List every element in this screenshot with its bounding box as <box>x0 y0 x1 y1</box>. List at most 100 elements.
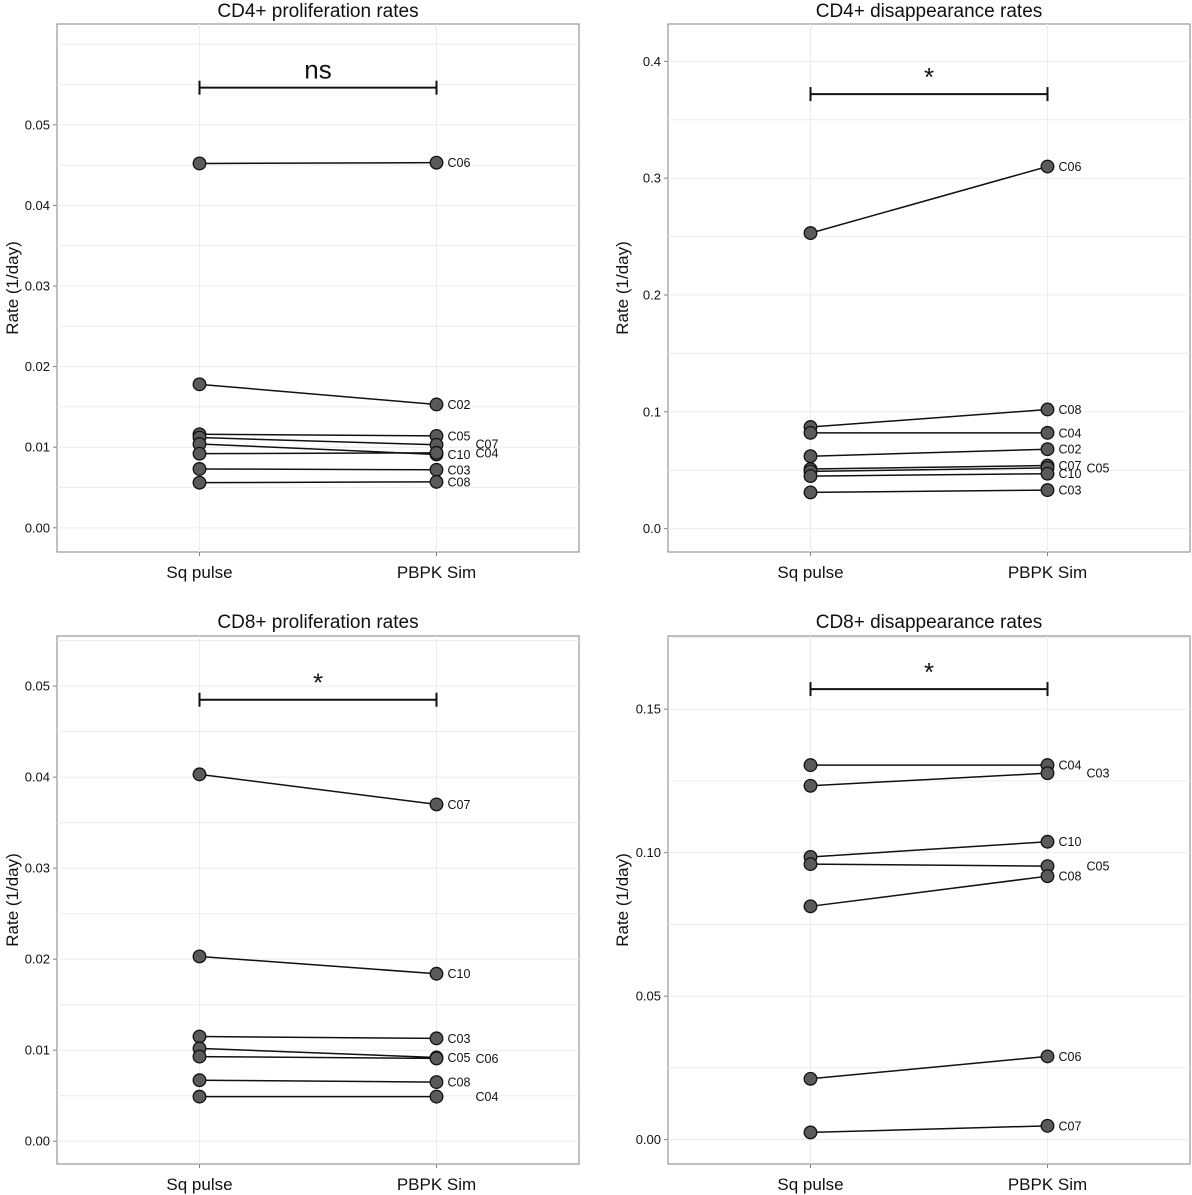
series-line-c05 <box>810 863 1048 867</box>
point-label-c03: C03 <box>1086 767 1109 781</box>
point-label-c08: C08 <box>1058 403 1081 417</box>
point-label-c10: C10 <box>1058 467 1081 481</box>
x-tick-label: Sq pulse <box>777 1175 843 1194</box>
significance-label: ns <box>304 55 331 85</box>
series-line-c10 <box>810 840 1048 858</box>
point-c03-pbpk-sim <box>1040 483 1055 498</box>
plot-area <box>56 23 580 553</box>
point-c06-sq-pulse <box>192 1049 207 1064</box>
point-label-c03: C03 <box>1058 484 1081 498</box>
point-c03-pbpk-sim <box>429 1031 444 1046</box>
x-tick-label: Sq pulse <box>166 563 232 582</box>
point-label-c06: C06 <box>1058 160 1081 174</box>
point-label-c10: C10 <box>447 967 470 981</box>
point-c06-sq-pulse <box>192 156 207 171</box>
series-line-c03 <box>199 468 437 471</box>
series-line-c10 <box>810 472 1048 477</box>
y-axis-title: Rate (1/day) <box>3 853 22 947</box>
x-tick-label: Sq pulse <box>777 563 843 582</box>
point-label-c05: C05 <box>1086 461 1109 475</box>
point-c02-sq-pulse <box>803 449 818 464</box>
panel-4: 0.00 0.05 0.10 0.15 Sq pulse PBPK Sim CD8+ dis… <box>613 612 1191 1194</box>
series-lines <box>810 764 1048 1134</box>
y-tick-label: 0.01 <box>25 1043 50 1058</box>
point-c02-pbpk-sim <box>1040 442 1055 457</box>
point-label-c10: C10 <box>1058 835 1081 849</box>
point-c03-sq-pulse <box>192 462 207 476</box>
point-c03-pbpk-sim <box>1040 766 1055 781</box>
series-line-c06 <box>810 1055 1048 1080</box>
point-label-c08: C08 <box>447 1076 470 1090</box>
point-c07-pbpk-sim <box>429 797 444 812</box>
point-label-c05: C05 <box>447 429 470 443</box>
gridlines <box>57 636 579 1164</box>
series-lines <box>810 165 1048 494</box>
series-line-c06 <box>199 161 437 165</box>
panel-2: 0.0 0.1 0.2 0.3 0.4 Sq pulse PBPK Sim CD4+ disa… <box>613 1 1191 582</box>
point-label-c04: C04 <box>475 1090 498 1104</box>
series-points <box>192 767 444 1104</box>
point-c08-pbpk-sim <box>429 1075 444 1090</box>
point-c05-sq-pulse <box>803 857 818 872</box>
series-line-c08 <box>199 1079 437 1083</box>
point-c04-sq-pulse <box>192 1089 207 1104</box>
y-tick-label: 0.05 <box>25 117 50 132</box>
point-c04-pbpk-sim <box>429 1089 444 1104</box>
point-c10-pbpk-sim <box>429 966 444 981</box>
series-line-c05 <box>199 433 437 437</box>
series-line-c03 <box>199 1035 437 1040</box>
point-c10-sq-pulse <box>192 949 207 964</box>
point-label-c05: C05 <box>1086 860 1109 874</box>
panel-3: 0.00 0.01 0.02 0.03 0.04 0.05 Sq pulse PBPK Sim… <box>3 612 580 1194</box>
series-line-c07 <box>199 436 437 446</box>
y-tick-label: 0.4 <box>643 54 661 69</box>
series-line-c07 <box>810 464 1048 470</box>
point-c08-sq-pulse <box>192 1073 207 1088</box>
y-tick-label: 0.03 <box>25 278 50 293</box>
point-c08-sq-pulse <box>192 475 207 490</box>
point-label-c07: C07 <box>447 798 470 812</box>
panel-title: CD4+ proliferation rates <box>217 1 418 22</box>
point-c07-pbpk-sim <box>1040 1118 1055 1133</box>
point-c06-pbpk-sim <box>1040 159 1055 174</box>
point-c06-sq-pulse <box>803 1071 818 1086</box>
point-label-c03: C03 <box>447 463 470 477</box>
y-tick-label: 0.2 <box>643 288 661 303</box>
series-points <box>192 155 444 490</box>
point-c06-pbpk-sim <box>429 155 444 170</box>
x-tick-label: Sq pulse <box>166 1175 232 1194</box>
y-tick-label: 0.02 <box>25 359 50 374</box>
y-tick-label: 0.00 <box>636 1132 661 1147</box>
significance-bracket: * <box>809 657 1049 697</box>
series-lines <box>199 773 437 1098</box>
panel-title: CD8+ proliferation rates <box>217 612 418 633</box>
y-tick-label: 0.00 <box>25 1134 50 1149</box>
point-label-c04: C04 <box>1058 759 1081 773</box>
point-label-c04: C04 <box>475 446 498 460</box>
point-c06-sq-pulse <box>803 226 818 241</box>
y-tick-label: 0.05 <box>25 679 50 694</box>
point-c03-sq-pulse <box>803 485 818 500</box>
series-line-c02 <box>199 383 437 406</box>
y-tick-label: 0.3 <box>643 171 661 186</box>
point-label-c02: C02 <box>447 398 470 412</box>
panel-title: CD8+ disappearance rates <box>816 612 1043 633</box>
series-line-c10 <box>199 955 437 975</box>
series-labels: C07 C10 C03 C05 C06 C08 C04 <box>447 798 498 1104</box>
y-tick-label: 0.03 <box>25 861 50 876</box>
significance-bracket: ns <box>198 55 438 95</box>
series-lines <box>199 161 437 484</box>
point-c08-pbpk-sim <box>1040 402 1055 417</box>
point-label-c02: C02 <box>1058 443 1081 457</box>
y-tick-label: 0.15 <box>636 702 661 717</box>
x-tick-label: PBPK Sim <box>1008 563 1087 582</box>
point-c08-sq-pulse <box>803 899 818 914</box>
y-axis-title: Rate (1/day) <box>613 853 632 947</box>
series-line-c05 <box>199 1047 437 1059</box>
point-c02-sq-pulse <box>192 377 207 392</box>
point-c10-pbpk-sim <box>1040 466 1055 481</box>
y-axis-title: Rate (1/day) <box>3 241 22 335</box>
point-c07-sq-pulse <box>192 767 207 782</box>
series-line-c04 <box>199 452 437 455</box>
y-tick-label: 0.1 <box>643 404 661 419</box>
